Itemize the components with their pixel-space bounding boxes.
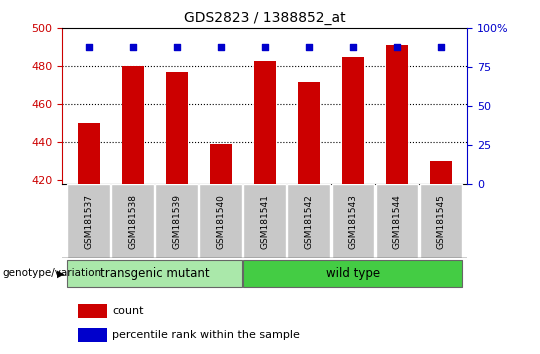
FancyBboxPatch shape xyxy=(111,184,154,258)
Text: genotype/variation: genotype/variation xyxy=(3,268,102,279)
FancyBboxPatch shape xyxy=(287,184,330,258)
Point xyxy=(172,45,181,50)
Text: GSM181542: GSM181542 xyxy=(304,194,313,249)
FancyBboxPatch shape xyxy=(68,184,110,258)
FancyBboxPatch shape xyxy=(375,184,418,258)
Text: GSM181543: GSM181543 xyxy=(348,194,357,249)
Point xyxy=(436,45,445,50)
FancyBboxPatch shape xyxy=(244,184,286,258)
Title: GDS2823 / 1388852_at: GDS2823 / 1388852_at xyxy=(184,11,346,24)
Bar xyxy=(244,260,462,287)
Text: GSM181540: GSM181540 xyxy=(216,194,225,249)
Bar xyxy=(386,45,408,184)
Bar xyxy=(78,123,99,184)
Text: percentile rank within the sample: percentile rank within the sample xyxy=(112,330,300,340)
Point xyxy=(393,45,401,50)
Point xyxy=(260,45,269,50)
FancyBboxPatch shape xyxy=(332,184,374,258)
Bar xyxy=(78,304,107,318)
Point xyxy=(348,45,357,50)
Point xyxy=(84,45,93,50)
Text: GSM181538: GSM181538 xyxy=(128,194,137,249)
Text: GSM181539: GSM181539 xyxy=(172,194,181,249)
FancyBboxPatch shape xyxy=(156,184,198,258)
Text: GSM181541: GSM181541 xyxy=(260,194,269,249)
Text: GSM181537: GSM181537 xyxy=(84,194,93,249)
Bar xyxy=(430,161,451,184)
Bar xyxy=(78,328,107,342)
FancyBboxPatch shape xyxy=(199,184,242,258)
Point xyxy=(305,45,313,50)
Text: GSM181544: GSM181544 xyxy=(392,194,401,249)
Text: count: count xyxy=(112,306,144,316)
Bar xyxy=(254,61,275,184)
Bar xyxy=(342,57,363,184)
Bar xyxy=(68,260,242,287)
Text: GSM181545: GSM181545 xyxy=(436,194,445,249)
FancyBboxPatch shape xyxy=(420,184,462,258)
Bar xyxy=(122,66,144,184)
Text: transgenic mutant: transgenic mutant xyxy=(100,267,210,280)
Text: ▶: ▶ xyxy=(57,268,64,279)
Bar xyxy=(166,72,187,184)
Bar xyxy=(298,81,320,184)
Point xyxy=(128,45,137,50)
Bar xyxy=(210,144,232,184)
Text: wild type: wild type xyxy=(326,267,380,280)
Point xyxy=(216,45,225,50)
